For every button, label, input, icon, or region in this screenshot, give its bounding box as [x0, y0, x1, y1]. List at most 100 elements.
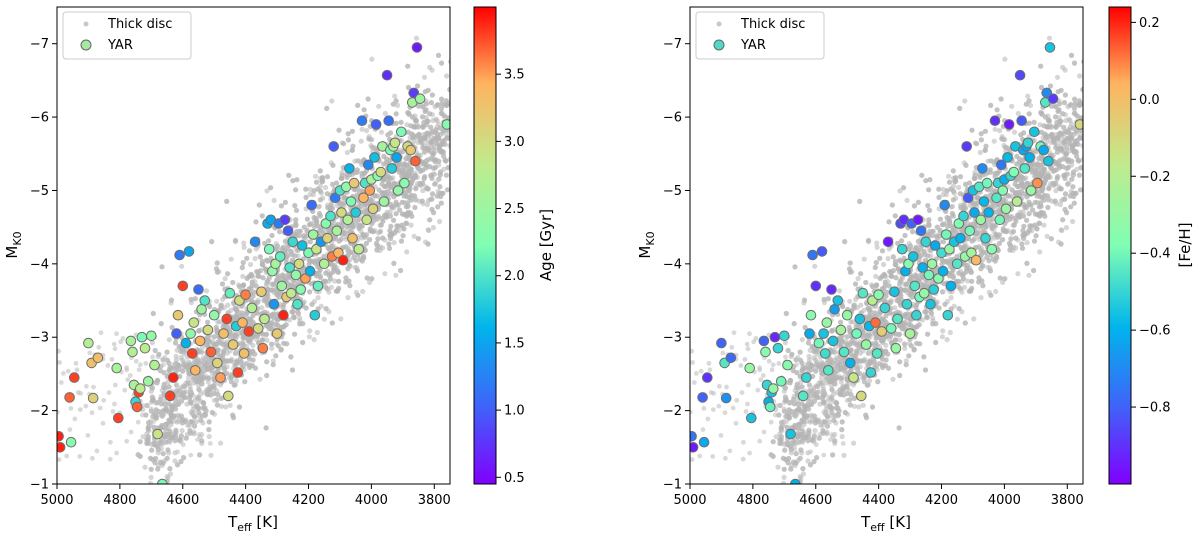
thick-disc-point	[154, 400, 160, 405]
yar-point	[139, 342, 151, 354]
thick-disc-point	[443, 98, 449, 104]
thick-disc-point	[225, 302, 231, 308]
thick-disc-point	[213, 266, 220, 272]
thick-disc-point	[158, 396, 164, 402]
thick-disc-point	[1085, 147, 1090, 152]
yar-point	[348, 177, 360, 189]
thick-disc-point	[246, 248, 253, 254]
thick-disc-point	[336, 127, 342, 133]
thick-disc-point	[420, 145, 426, 151]
thick-disc-point	[57, 409, 60, 415]
thick-disc-point	[423, 101, 429, 107]
thick-disc-point	[108, 439, 113, 445]
thick-disc-point	[89, 410, 95, 416]
thick-disc-point	[64, 453, 70, 459]
thick-disc-point	[292, 253, 298, 259]
yar-point	[364, 185, 376, 196]
thick-disc-point	[315, 204, 321, 210]
thick-disc-point	[954, 316, 960, 322]
thick-disc-point	[214, 341, 220, 347]
yar-point	[312, 280, 324, 292]
thick-disc-point	[74, 367, 80, 373]
thick-disc-point	[178, 413, 184, 419]
thick-disc-point	[420, 104, 426, 110]
thick-disc-point	[455, 84, 460, 89]
thick-disc-point	[341, 200, 347, 206]
thick-disc-point	[441, 153, 447, 159]
thick-disc-point	[393, 211, 399, 217]
thick-disc-point	[210, 391, 216, 397]
thick-disc-point	[452, 147, 457, 152]
thick-disc-point	[437, 218, 443, 225]
thick-disc-point	[168, 297, 175, 303]
thick-disc-point	[304, 216, 310, 222]
thick-disc-point	[386, 241, 392, 247]
thick-disc-point	[169, 435, 175, 441]
thick-disc-point	[416, 103, 422, 109]
thick-disc-point	[200, 381, 205, 387]
thick-disc-point	[991, 138, 997, 144]
legend-box-left	[62, 11, 192, 60]
thick-disc-point	[412, 204, 418, 211]
thick-disc-point	[294, 294, 300, 301]
thick-disc-point	[454, 145, 459, 150]
panel-right: 5000 4800 4600 4400 4200 4000 3800 −1−2−3−4−5−…	[636, 6, 1194, 534]
thick-disc-point	[153, 455, 159, 462]
thick-disc-point	[264, 359, 270, 365]
thick-disc-point	[264, 372, 270, 379]
yar-point	[306, 199, 318, 211]
thick-disc-point	[1080, 143, 1083, 149]
thick-disc-point	[1027, 102, 1034, 108]
y-tick-label: −1	[30, 478, 49, 493]
thick-disc-point	[114, 450, 119, 456]
thick-disc-point	[182, 383, 188, 390]
yar-point	[212, 357, 223, 369]
colorbar-tick-label: 1.5	[504, 336, 525, 351]
thick-disc-point	[150, 413, 156, 419]
thick-disc-point	[269, 232, 275, 239]
thick-disc-point	[180, 442, 186, 448]
x-tick-label: 4400	[229, 493, 262, 508]
thick-disc-point	[783, 495, 788, 500]
thick-disc-point	[457, 132, 462, 137]
thick-disc-point	[993, 288, 999, 295]
thick-disc-point	[454, 173, 459, 178]
thick-disc-point	[858, 302, 864, 308]
thick-disc-point	[329, 98, 335, 104]
thick-disc-point	[1009, 103, 1015, 109]
yar-point	[356, 115, 368, 126]
thick-disc-point	[452, 141, 457, 146]
thick-disc-point	[292, 203, 298, 209]
thick-disc-point	[165, 447, 171, 453]
thick-disc-point	[242, 379, 248, 385]
yar-point	[186, 348, 198, 359]
thick-disc-point	[181, 394, 187, 400]
thick-disc-point	[1083, 172, 1088, 177]
thick-disc-point	[444, 102, 450, 108]
thick-disc-point	[389, 232, 395, 238]
yar-point	[300, 273, 311, 284]
thick-disc-point	[454, 145, 459, 150]
thick-disc-point	[388, 223, 394, 229]
thick-disc-point	[335, 288, 341, 294]
thick-disc-point	[311, 337, 317, 343]
yar-point	[256, 286, 267, 298]
thick-disc-point	[944, 337, 950, 343]
thick-disc-point	[288, 248, 294, 254]
thick-disc-point	[211, 385, 217, 391]
thick-disc-point	[352, 158, 358, 164]
thick-disc-point	[947, 329, 953, 336]
thick-disc-point	[259, 213, 265, 219]
yar-point	[296, 240, 308, 251]
thick-disc-point	[347, 249, 353, 255]
yar-point	[278, 309, 289, 321]
thick-disc-point	[279, 246, 285, 252]
yar-point	[336, 207, 347, 218]
yar-point	[180, 337, 192, 349]
yar-point	[414, 93, 426, 104]
thick-disc-point	[257, 254, 263, 260]
thick-disc-point	[453, 130, 458, 135]
thick-disc-point	[444, 73, 450, 79]
thick-disc-point	[399, 211, 405, 217]
thick-disc-point	[985, 158, 991, 164]
